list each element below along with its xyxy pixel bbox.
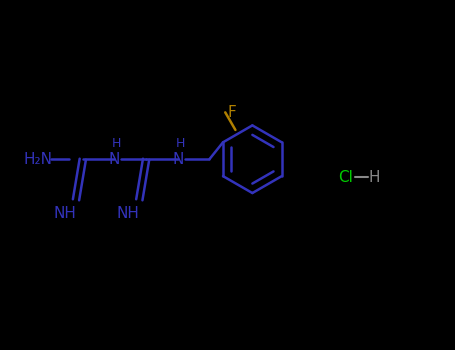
Text: N: N (172, 152, 183, 167)
Text: Cl: Cl (338, 170, 353, 185)
Text: H: H (369, 170, 380, 185)
Text: H₂N: H₂N (23, 152, 52, 167)
Text: F: F (228, 105, 237, 120)
Text: H: H (112, 137, 121, 150)
Text: H: H (175, 137, 185, 150)
Text: N: N (109, 152, 120, 167)
Text: NH: NH (53, 206, 76, 221)
Text: NH: NH (116, 206, 139, 221)
